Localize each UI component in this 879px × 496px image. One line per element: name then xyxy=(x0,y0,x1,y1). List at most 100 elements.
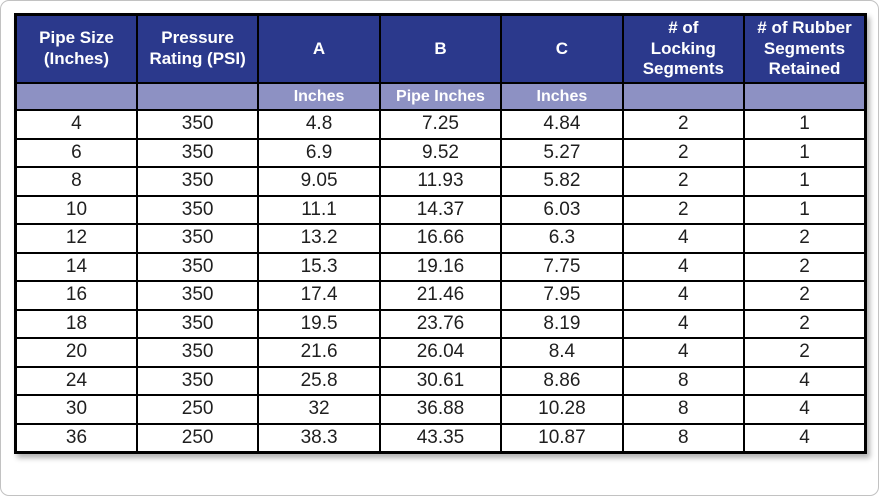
table-cell: 36 xyxy=(14,422,138,454)
table-cell: 2 xyxy=(621,194,746,226)
table-cell: 17.4 xyxy=(257,280,381,311)
table-cell: 2 xyxy=(621,137,746,169)
table-cell: 20 xyxy=(14,337,138,368)
table-cell: 350 xyxy=(135,194,260,226)
table-cell: 1 xyxy=(743,194,867,226)
table-cell: 8.19 xyxy=(500,308,624,340)
table-cell: 11.1 xyxy=(257,194,381,226)
table-cell: 21.6 xyxy=(257,337,381,368)
header-row: Pipe Size (Inches) Pressure Rating (PSI) A… xyxy=(14,13,867,85)
table-cell: 6.03 xyxy=(500,194,624,226)
table-cell: 21.46 xyxy=(378,280,503,311)
table-row: 16 350 17.4 21.46 7.95 4 2 xyxy=(14,280,867,311)
table-cell: 16.66 xyxy=(378,223,503,254)
table-cell: 8 xyxy=(621,365,746,397)
table-cell: 1 xyxy=(743,109,867,140)
table-cell: 350 xyxy=(135,223,260,254)
table-row: 14 350 15.3 19.16 7.75 4 2 xyxy=(14,251,867,283)
table-cell: 250 xyxy=(135,394,260,425)
table-cell: 1 xyxy=(743,166,867,197)
table-cell: 2 xyxy=(621,109,746,140)
subheader-cell: Inches xyxy=(500,82,624,112)
table-cell: 6.9 xyxy=(257,137,381,169)
table-cell: 350 xyxy=(135,337,260,368)
table-cell: 16 xyxy=(14,280,138,311)
table-cell: 13.2 xyxy=(257,223,381,254)
table-cell: 4 xyxy=(743,422,867,454)
table-cell: 4 xyxy=(621,223,746,254)
table-row: 18 350 19.5 23.76 8.19 4 2 xyxy=(14,308,867,340)
table-header: Pipe Size (Inches) Pressure Rating (PSI) A… xyxy=(14,13,867,112)
table-cell: 7.25 xyxy=(378,109,503,140)
table-cell: 15.3 xyxy=(257,251,381,283)
table-cell: 10.28 xyxy=(500,394,624,425)
table-cell: 250 xyxy=(135,422,260,454)
table-cell: 4 xyxy=(743,365,867,397)
table-cell: 2 xyxy=(743,337,867,368)
table-cell: 23.76 xyxy=(378,308,503,340)
table-cell: 8.86 xyxy=(500,365,624,397)
subheader-row: Inches Pipe Inches Inches xyxy=(14,82,867,112)
table-cell: 2 xyxy=(743,251,867,283)
table-row: 20 350 21.6 26.04 8.4 4 2 xyxy=(14,337,867,368)
header-cell: B xyxy=(378,13,503,85)
table-cell: 350 xyxy=(135,137,260,169)
header-cell: C xyxy=(500,13,624,85)
table-row: 12 350 13.2 16.66 6.3 4 2 xyxy=(14,223,867,254)
table-cell: 4 xyxy=(621,251,746,283)
table-cell: 30.61 xyxy=(378,365,503,397)
table-cell: 8.4 xyxy=(500,337,624,368)
table-cell: 19.16 xyxy=(378,251,503,283)
table-cell: 19.5 xyxy=(257,308,381,340)
table-cell: 10.87 xyxy=(500,422,624,454)
table-cell: 4.8 xyxy=(257,109,381,140)
table-row: 24 350 25.8 30.61 8.86 8 4 xyxy=(14,365,867,397)
table-row: 30 250 32 36.88 10.28 8 4 xyxy=(14,394,867,425)
subheader-cell: Inches xyxy=(257,82,381,112)
table-cell: 7.75 xyxy=(500,251,624,283)
table-cell: 2 xyxy=(743,223,867,254)
table-cell: 1 xyxy=(743,137,867,169)
pipe-spec-table-container: Pipe Size (Inches) Pressure Rating (PSI) A… xyxy=(14,13,867,454)
table-cell: 350 xyxy=(135,109,260,140)
table-cell: 32 xyxy=(257,394,381,425)
table-cell: 4 xyxy=(621,308,746,340)
table-cell: 6 xyxy=(14,137,138,169)
table-cell: 8 xyxy=(621,422,746,454)
table-cell: 9.05 xyxy=(257,166,381,197)
table-cell: 18 xyxy=(14,308,138,340)
table-cell: 8 xyxy=(14,166,138,197)
table-cell: 2 xyxy=(621,166,746,197)
header-cell: # of Rubber Segments Retained xyxy=(743,13,867,85)
subheader-cell xyxy=(135,82,260,112)
table-cell: 8 xyxy=(621,394,746,425)
table-cell: 14 xyxy=(14,251,138,283)
table-row: 36 250 38.3 43.35 10.87 8 4 xyxy=(14,422,867,454)
subheader-cell xyxy=(743,82,867,112)
subheader-cell: Pipe Inches xyxy=(378,82,503,112)
table-cell: 350 xyxy=(135,166,260,197)
table-cell: 36.88 xyxy=(378,394,503,425)
table-row: 6 350 6.9 9.52 5.27 2 1 xyxy=(14,137,867,169)
table-cell: 6.3 xyxy=(500,223,624,254)
table-cell: 2 xyxy=(743,280,867,311)
table-body: 4 350 4.8 7.25 4.84 2 1 6 350 6.9 9.52 5.27 2 1 8 350 9.… xyxy=(14,109,867,454)
table-cell: 11.93 xyxy=(378,166,503,197)
table-cell: 350 xyxy=(135,365,260,397)
table-cell: 14.37 xyxy=(378,194,503,226)
table-cell: 350 xyxy=(135,251,260,283)
subheader-cell xyxy=(621,82,746,112)
subheader-cell xyxy=(14,82,138,112)
table-cell: 24 xyxy=(14,365,138,397)
table-cell: 30 xyxy=(14,394,138,425)
table-cell: 4 xyxy=(743,394,867,425)
table-cell: 7.95 xyxy=(500,280,624,311)
pipe-spec-table: Pipe Size (Inches) Pressure Rating (PSI) A… xyxy=(14,13,867,454)
table-cell: 12 xyxy=(14,223,138,254)
table-cell: 4 xyxy=(621,337,746,368)
header-cell: Pipe Size (Inches) xyxy=(14,13,138,85)
table-cell: 4.84 xyxy=(500,109,624,140)
table-cell: 2 xyxy=(743,308,867,340)
table-cell: 350 xyxy=(135,308,260,340)
table-cell: 43.35 xyxy=(378,422,503,454)
